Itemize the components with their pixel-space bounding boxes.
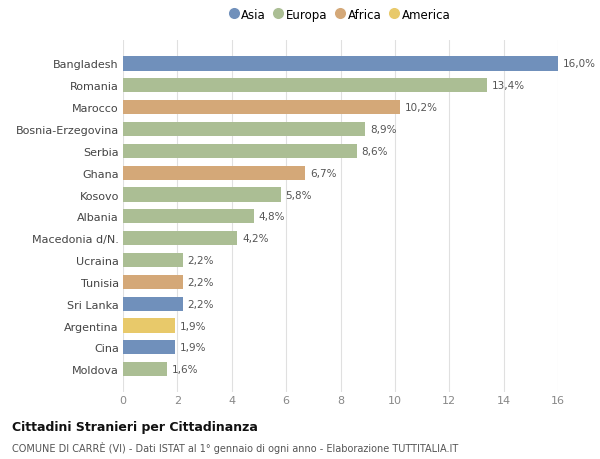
Bar	[123, 57, 558, 72]
Text: 1,6%: 1,6%	[172, 364, 198, 375]
Text: 1,9%: 1,9%	[179, 321, 206, 331]
Text: 2,2%: 2,2%	[188, 277, 214, 287]
Bar	[123, 232, 237, 246]
Text: 1,9%: 1,9%	[179, 342, 206, 353]
Text: 4,8%: 4,8%	[259, 212, 285, 222]
Bar	[123, 145, 357, 159]
Text: 16,0%: 16,0%	[563, 59, 596, 69]
Text: COMUNE DI CARRÈ (VI) - Dati ISTAT al 1° gennaio di ogni anno - Elaborazione TUTT: COMUNE DI CARRÈ (VI) - Dati ISTAT al 1° …	[12, 441, 458, 453]
Bar	[123, 362, 167, 376]
Text: 10,2%: 10,2%	[405, 103, 438, 113]
Bar	[123, 79, 487, 93]
Bar	[123, 101, 400, 115]
Bar	[123, 123, 365, 137]
Text: Cittadini Stranieri per Cittadinanza: Cittadini Stranieri per Cittadinanza	[12, 420, 258, 433]
Bar	[123, 188, 281, 202]
Bar	[123, 275, 183, 289]
Text: 2,2%: 2,2%	[188, 256, 214, 265]
Bar	[123, 319, 175, 333]
Bar	[123, 210, 254, 224]
Text: 8,6%: 8,6%	[362, 146, 388, 157]
Text: 6,7%: 6,7%	[310, 168, 337, 178]
Bar	[123, 166, 305, 180]
Bar	[123, 297, 183, 311]
Text: 5,8%: 5,8%	[286, 190, 312, 200]
Text: 2,2%: 2,2%	[188, 299, 214, 309]
Text: 4,2%: 4,2%	[242, 234, 269, 244]
Bar	[123, 341, 175, 355]
Legend: Asia, Europa, Africa, America: Asia, Europa, Africa, America	[227, 5, 454, 25]
Text: 8,9%: 8,9%	[370, 125, 397, 134]
Bar	[123, 253, 183, 268]
Text: 13,4%: 13,4%	[492, 81, 526, 91]
